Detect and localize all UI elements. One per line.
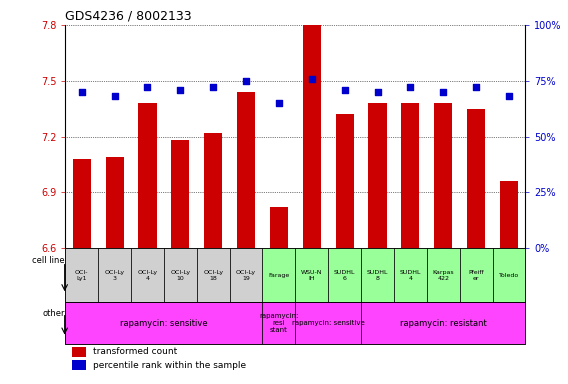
- Text: GSM673835: GSM673835: [503, 248, 509, 291]
- Bar: [460, 248, 492, 302]
- Point: [241, 78, 250, 84]
- Text: GSM673838: GSM673838: [339, 248, 345, 291]
- Bar: [197, 248, 229, 302]
- Text: OCI-Ly
10: OCI-Ly 10: [170, 270, 190, 281]
- Bar: [229, 248, 262, 302]
- Bar: [361, 248, 394, 302]
- Text: other: other: [42, 309, 65, 318]
- Text: SUDHL
4: SUDHL 4: [400, 270, 421, 281]
- Text: GSM673828: GSM673828: [174, 248, 180, 291]
- Point: [110, 93, 119, 99]
- Text: Karpas
422: Karpas 422: [432, 270, 454, 281]
- Text: GSM673836: GSM673836: [306, 248, 312, 291]
- Bar: [270, 207, 288, 248]
- Text: cell line: cell line: [32, 256, 65, 265]
- Text: SUDHL
8: SUDHL 8: [367, 270, 389, 281]
- Bar: [65, 302, 262, 344]
- Text: GDS4236 / 8002133: GDS4236 / 8002133: [65, 9, 192, 22]
- Text: GSM673825: GSM673825: [76, 248, 82, 291]
- Text: OCI-Ly
4: OCI-Ly 4: [137, 270, 157, 281]
- Bar: [131, 248, 164, 302]
- Bar: [262, 248, 295, 302]
- Text: OCI-Ly
18: OCI-Ly 18: [203, 270, 223, 281]
- Text: GSM673830: GSM673830: [240, 248, 246, 291]
- Bar: [295, 302, 361, 344]
- Point: [208, 84, 218, 91]
- Point: [176, 87, 185, 93]
- Bar: [427, 248, 460, 302]
- Text: Farage: Farage: [268, 273, 290, 278]
- Text: OCI-
Ly1: OCI- Ly1: [75, 270, 89, 281]
- Bar: [467, 109, 485, 248]
- Bar: [336, 114, 354, 248]
- Text: WSU-N
IH: WSU-N IH: [301, 270, 323, 281]
- Bar: [73, 159, 91, 248]
- Bar: [492, 248, 525, 302]
- Point: [373, 89, 382, 95]
- Bar: [164, 248, 197, 302]
- Point: [406, 84, 415, 91]
- Text: GSM673832: GSM673832: [273, 248, 279, 291]
- Text: percentile rank within the sample: percentile rank within the sample: [93, 361, 246, 370]
- Text: GSM673834: GSM673834: [470, 248, 476, 291]
- Text: GSM673831: GSM673831: [371, 248, 378, 291]
- Bar: [434, 103, 452, 248]
- Bar: [394, 248, 427, 302]
- Text: OCI-Ly
19: OCI-Ly 19: [236, 270, 256, 281]
- Point: [307, 75, 316, 81]
- Bar: [295, 248, 328, 302]
- Text: rapamycin: sensitive: rapamycin: sensitive: [120, 319, 208, 328]
- Bar: [72, 347, 86, 357]
- Text: GSM673829: GSM673829: [207, 248, 213, 291]
- Bar: [328, 248, 361, 302]
- Bar: [65, 248, 98, 302]
- Text: GSM673833: GSM673833: [437, 248, 443, 291]
- Bar: [303, 25, 321, 248]
- Bar: [262, 302, 295, 344]
- Bar: [369, 103, 387, 248]
- Text: rapamycin:
resi
stant: rapamycin: resi stant: [259, 313, 299, 333]
- Point: [143, 84, 152, 91]
- Bar: [500, 181, 518, 248]
- Bar: [402, 103, 419, 248]
- Bar: [72, 360, 86, 370]
- Bar: [98, 248, 131, 302]
- Point: [504, 93, 513, 99]
- Bar: [237, 92, 255, 248]
- Text: rapamycin: resistant: rapamycin: resistant: [400, 319, 487, 328]
- Text: Pfeiff
er: Pfeiff er: [468, 270, 484, 281]
- Text: rapamycin: sensitive: rapamycin: sensitive: [292, 320, 365, 326]
- Text: OCI-Ly
3: OCI-Ly 3: [105, 270, 125, 281]
- Text: GSM673826: GSM673826: [108, 248, 115, 291]
- Bar: [172, 140, 189, 248]
- Bar: [204, 133, 222, 248]
- Point: [471, 84, 481, 91]
- Text: GSM673837: GSM673837: [404, 248, 410, 291]
- Text: GSM673827: GSM673827: [141, 248, 148, 291]
- Point: [438, 89, 448, 95]
- Bar: [139, 103, 157, 248]
- Point: [77, 89, 86, 95]
- Bar: [361, 302, 525, 344]
- Bar: [106, 157, 124, 248]
- Text: SUDHL
6: SUDHL 6: [334, 270, 356, 281]
- Point: [340, 87, 349, 93]
- Text: transformed count: transformed count: [93, 347, 177, 356]
- Point: [274, 100, 283, 106]
- Text: Toledo: Toledo: [499, 273, 519, 278]
